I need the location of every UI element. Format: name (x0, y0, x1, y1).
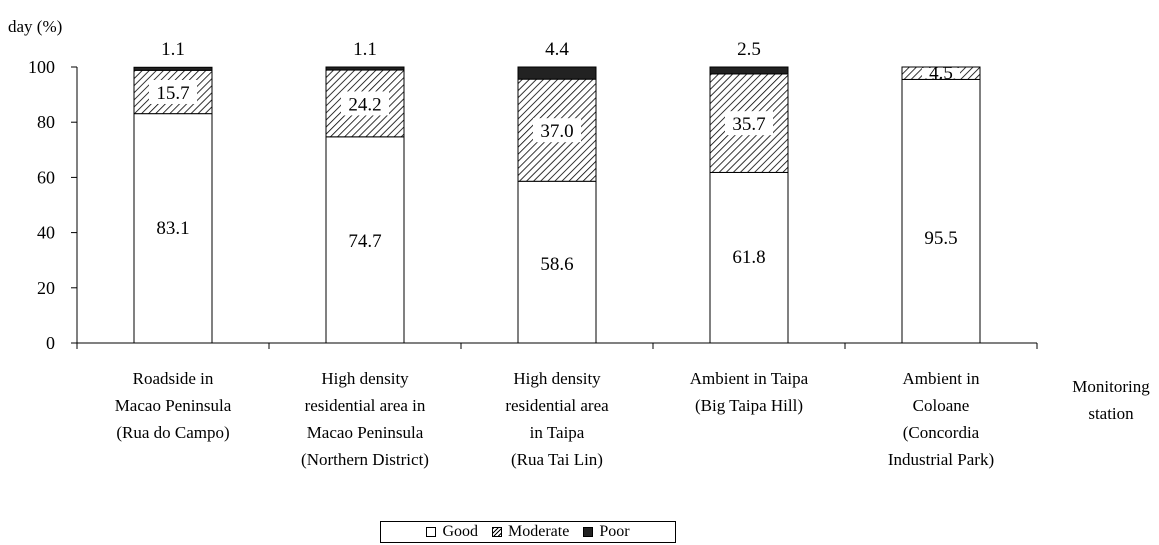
x-category-label: residential area (505, 396, 609, 415)
data-label-bg (922, 68, 960, 79)
legend-item-poor: Poor (583, 523, 630, 541)
legend-swatch-moderate (492, 527, 502, 537)
data-label-poor: 1.1 (161, 39, 185, 60)
y-tick-label: 100 (28, 57, 55, 77)
x-category-label: residential area in (305, 396, 426, 415)
bar-good (709, 171, 789, 344)
data-label-bg (725, 111, 773, 136)
legend-label-moderate: Moderate (508, 523, 570, 540)
legend: Good Moderate Poor (380, 521, 676, 543)
x-category-label: Ambient in Taipa (690, 369, 809, 388)
y-tick-label: 40 (37, 223, 55, 243)
data-label-moderate: 15.7 (156, 83, 189, 104)
x-category-label: (Northern District) (301, 450, 429, 469)
x-category-label: (Rua do Campo) (116, 423, 229, 442)
x-category-label: High density (513, 369, 601, 388)
legend-label-good: Good (442, 523, 478, 540)
x-category-label: Macao Peninsula (307, 423, 424, 442)
x-category-label: Coloane (913, 396, 970, 415)
bar-poor (709, 66, 789, 75)
data-label-good: 74.7 (348, 231, 381, 252)
data-label-moderate: 4.5 (929, 63, 953, 84)
x-axis-title: Monitoring (1072, 377, 1150, 396)
x-category-label: Industrial Park) (888, 450, 994, 469)
data-label-poor: 1.1 (353, 39, 377, 60)
data-label-good: 83.1 (156, 218, 189, 239)
data-label-bg (533, 118, 581, 143)
bar-good (517, 180, 597, 344)
x-category-label: (Rua Tai Lin) (511, 450, 603, 469)
bar-poor (133, 66, 213, 71)
data-label-good: 58.6 (540, 254, 573, 275)
y-tick-label: 0 (46, 333, 55, 353)
data-label-bg (341, 91, 389, 116)
bar-poor (517, 66, 597, 80)
legend-swatch-poor (583, 527, 594, 537)
x-category-label: High density (321, 369, 409, 388)
data-label-moderate: 35.7 (732, 114, 765, 135)
data-label-good: 95.5 (924, 228, 957, 249)
bar-good (901, 78, 981, 344)
data-label-poor: 2.5 (737, 39, 761, 60)
data-label-moderate: 37.0 (540, 121, 573, 142)
legend-swatch-good (426, 527, 437, 537)
x-category-label: (Big Taipa Hill) (695, 396, 803, 415)
bar-good (133, 113, 213, 344)
data-label-poor: 4.4 (545, 39, 569, 60)
x-category-label: Ambient in (903, 369, 980, 388)
data-label-good: 61.8 (732, 247, 765, 268)
x-category-label: (Concordia (903, 423, 980, 442)
y-tick-label: 80 (37, 112, 55, 132)
x-category-label: in Taipa (530, 423, 585, 442)
y-tick-label: 20 (37, 278, 55, 298)
y-axis-title: day (%) (8, 17, 62, 36)
y-tick-label: 60 (37, 167, 55, 187)
x-category-label: Roadside in (133, 369, 214, 388)
legend-item-moderate: Moderate (492, 523, 569, 541)
legend-label-poor: Poor (599, 523, 630, 540)
legend-item-good: Good (426, 523, 478, 541)
data-label-moderate: 24.2 (348, 94, 381, 115)
stacked-bar-chart: 0 20 40 60 80 100 day (%) Monitoring station 83.1… (8, 17, 1150, 469)
x-axis-title: station (1088, 404, 1134, 423)
bar-good (325, 136, 405, 344)
data-label-bg (149, 79, 197, 104)
bar-poor (325, 66, 405, 71)
x-category-label: Macao Peninsula (115, 396, 232, 415)
